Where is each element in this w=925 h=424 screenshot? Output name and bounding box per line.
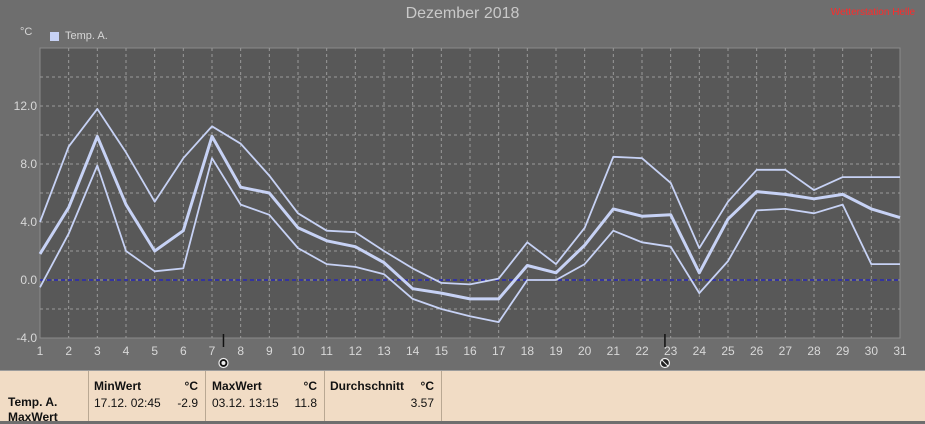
max-when: 03.12. 13:15 [212, 396, 279, 410]
stats-row-label: Temp. A. [8, 395, 58, 409]
x-tick-label: 10 [291, 344, 305, 358]
x-tick-label: 21 [607, 344, 621, 358]
x-tick-label: 9 [266, 344, 273, 358]
x-tick-label: 31 [893, 344, 907, 358]
x-tick-label: 5 [151, 344, 158, 358]
chart-plot: 1 2 3 4 5 6 7 8 9 10 11 12 13 14 15 16 17 18 19 20 21 22 23 24 2… [14, 47, 907, 369]
series-line-avg [38, 134, 901, 301]
x-tick-label: 3 [94, 344, 101, 358]
max-unit: °C [303, 379, 317, 393]
max-header: MaxWert [212, 379, 262, 393]
y-unit-label: °C [20, 26, 33, 38]
min-unit: °C [184, 379, 198, 393]
y-tick-label: 12.0 [14, 99, 38, 113]
stats-table: Temp. A. MaxWert MinWert °C 17.12. 02:45… [0, 370, 925, 424]
stats-row-label-2: MaxWert [8, 410, 58, 424]
x-tick-label: 22 [635, 344, 649, 358]
chart-title: Dezember 2018 [405, 5, 520, 22]
x-tick-label: 14 [406, 344, 420, 358]
y-tick-label: -4.0 [16, 331, 37, 345]
series-line-max [39, 108, 900, 286]
legend-swatch [50, 31, 59, 41]
min-header: MinWert [94, 379, 142, 393]
x-tick-label: 1 [37, 344, 44, 358]
x-tick-label: 25 [721, 344, 735, 358]
x-tick-label: 18 [521, 344, 535, 358]
x-tick-label: 28 [807, 344, 821, 358]
x-tick-label: 15 [435, 344, 449, 358]
stats-min-column: MinWert °C 17.12. 02:45 -2.9 [88, 371, 206, 421]
x-tick-label: 24 [693, 344, 707, 358]
y-tick-label: 0.0 [20, 273, 37, 287]
x-tick-label: 20 [578, 344, 592, 358]
x-tick-label: 30 [865, 344, 879, 358]
new-moon-icon-mark [661, 359, 669, 367]
x-tick-label: 27 [779, 344, 793, 358]
min-when: 17.12. 02:45 [94, 396, 161, 410]
x-tick-label: 6 [180, 344, 187, 358]
stats-max-column: MaxWert °C 03.12. 13:15 11.8 [205, 371, 325, 421]
x-tick-label: 23 [664, 344, 678, 358]
x-tick-label: 29 [836, 344, 850, 358]
x-tick-label: 16 [463, 344, 477, 358]
x-tick-label: 26 [750, 344, 764, 358]
min-value: -2.9 [177, 396, 198, 410]
avg-unit: °C [420, 379, 434, 393]
x-tick-label: 8 [237, 344, 244, 358]
x-tick-label: 19 [549, 344, 563, 358]
x-tick-label: 11 [320, 344, 333, 358]
legend: Temp. A. [50, 30, 108, 42]
x-tick-label: 17 [492, 344, 506, 358]
y-tick-label: 4.0 [20, 215, 37, 229]
avg-header: Durchschnitt [330, 379, 405, 393]
x-tick-label: 7 [209, 344, 216, 358]
x-tick-label: 13 [377, 344, 391, 358]
avg-value: 3.57 [410, 396, 434, 410]
full-moon-icon-center [221, 361, 226, 365]
stats-avg-column: Durchschnitt °C 3.57 [324, 371, 442, 421]
series-line-min [39, 157, 900, 324]
legend-label: Temp. A. [65, 30, 108, 42]
chart-area: 1 2 3 4 5 6 7 8 9 10 11 12 13 14 15 16 17 18 19 20 21 22 23 24 2… [13, 5, 915, 369]
max-value: 11.8 [294, 396, 317, 410]
stats-row-label-column: Temp. A. MaxWert [0, 371, 89, 424]
x-tick-label: 2 [65, 344, 72, 358]
x-tick-label: 12 [349, 344, 363, 358]
y-tick-label: 8.0 [20, 157, 37, 171]
station-label: Wetterstation Helle [830, 7, 915, 18]
x-tick-label: 4 [123, 344, 130, 358]
